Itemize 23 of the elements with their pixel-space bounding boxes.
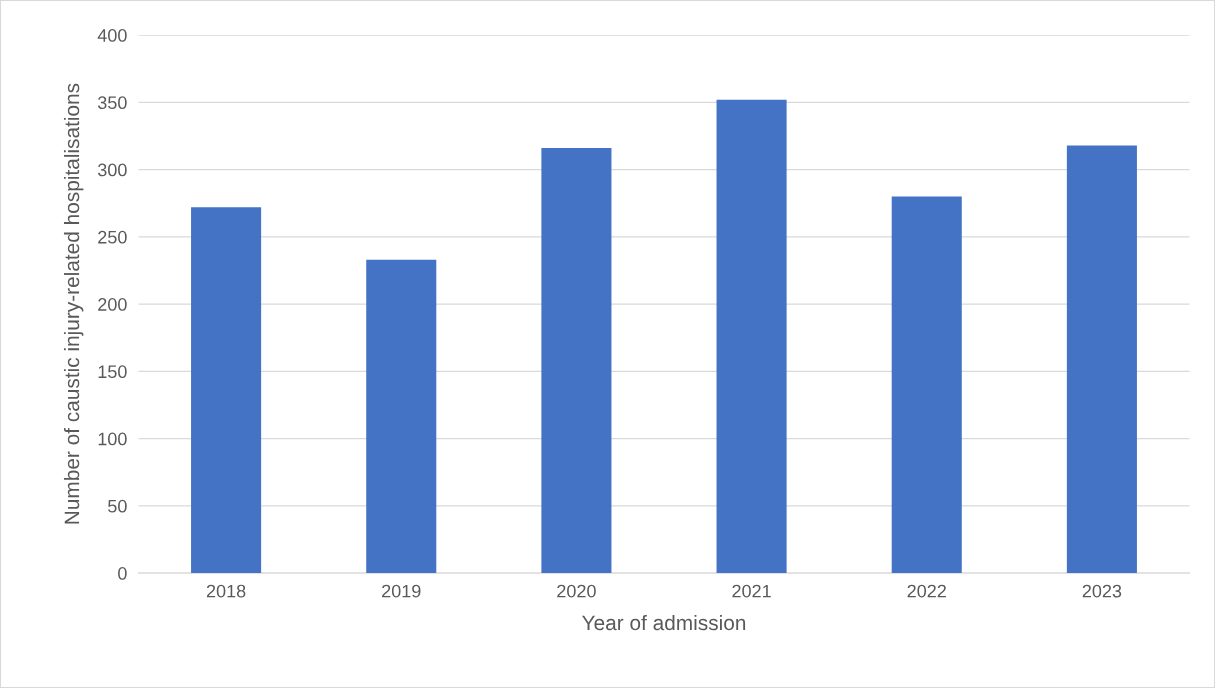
x-tick-label: 2023: [1082, 584, 1122, 598]
y-tick-label: 250: [98, 230, 127, 244]
y-tick-label: 300: [97, 163, 127, 177]
x-tick-label: 2021: [732, 584, 771, 598]
bar: [891, 196, 962, 574]
y-tick-label: 50: [108, 499, 127, 513]
y-tick-label: 150: [98, 365, 127, 379]
bar: [541, 148, 612, 574]
y-tick-label: 0: [118, 567, 127, 580]
bar: [191, 207, 262, 574]
x-tick-label: 2022: [907, 584, 946, 598]
bar: [366, 259, 437, 574]
y-tick-label: 100: [98, 432, 127, 446]
bar: [716, 99, 787, 574]
y-axis-title: Number of caustic injury-related hospitalisations: [63, 83, 84, 524]
y-tick-label: 400: [97, 29, 127, 42]
x-tick-label: 2019: [382, 584, 421, 598]
bar: [1066, 145, 1137, 574]
x-axis-title: Year of admission: [582, 614, 746, 631]
x-tick-label: 2020: [557, 584, 596, 598]
y-tick-label: 200: [98, 298, 127, 311]
x-tick-label: 2018: [206, 584, 246, 598]
y-tick-label: 350: [97, 96, 127, 110]
